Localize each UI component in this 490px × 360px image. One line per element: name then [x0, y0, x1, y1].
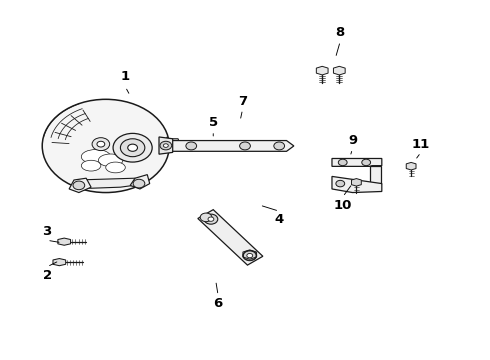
Text: 2: 2	[43, 269, 51, 282]
Circle shape	[247, 253, 253, 258]
Circle shape	[128, 144, 138, 151]
Text: 1: 1	[121, 69, 130, 82]
Circle shape	[247, 253, 253, 258]
Circle shape	[362, 159, 370, 166]
Circle shape	[42, 99, 169, 193]
Polygon shape	[317, 66, 328, 75]
Circle shape	[133, 179, 145, 188]
Polygon shape	[369, 166, 381, 184]
Text: 4: 4	[274, 213, 284, 226]
Polygon shape	[53, 258, 66, 266]
Polygon shape	[167, 140, 294, 151]
Circle shape	[240, 142, 250, 150]
Circle shape	[204, 214, 218, 224]
Circle shape	[243, 251, 257, 261]
Circle shape	[186, 142, 196, 150]
Circle shape	[200, 213, 212, 222]
Circle shape	[113, 134, 152, 162]
Circle shape	[274, 142, 285, 150]
Polygon shape	[332, 158, 382, 166]
Polygon shape	[159, 137, 172, 154]
Polygon shape	[130, 175, 150, 189]
Circle shape	[163, 144, 168, 147]
Ellipse shape	[81, 160, 101, 171]
Polygon shape	[169, 139, 180, 149]
Polygon shape	[198, 210, 263, 265]
Circle shape	[92, 138, 110, 150]
Circle shape	[336, 180, 344, 187]
Circle shape	[244, 251, 256, 260]
Polygon shape	[167, 137, 172, 149]
Circle shape	[97, 141, 105, 147]
Ellipse shape	[81, 149, 111, 164]
Ellipse shape	[106, 162, 125, 173]
Polygon shape	[406, 162, 416, 170]
Polygon shape	[58, 238, 71, 245]
Polygon shape	[332, 176, 382, 193]
Polygon shape	[351, 179, 361, 186]
Polygon shape	[76, 178, 139, 188]
Circle shape	[160, 141, 172, 150]
Ellipse shape	[98, 154, 123, 167]
Text: 8: 8	[336, 27, 345, 40]
Text: 9: 9	[348, 134, 357, 147]
Circle shape	[338, 159, 347, 166]
Text: 7: 7	[238, 95, 247, 108]
Text: 5: 5	[209, 116, 218, 129]
Circle shape	[208, 217, 214, 221]
Circle shape	[121, 139, 145, 157]
Text: 3: 3	[43, 225, 52, 238]
Circle shape	[73, 181, 85, 190]
Polygon shape	[333, 66, 345, 75]
Text: 11: 11	[412, 138, 430, 150]
Polygon shape	[69, 178, 91, 193]
Text: 10: 10	[334, 199, 352, 212]
Text: 6: 6	[214, 297, 223, 310]
